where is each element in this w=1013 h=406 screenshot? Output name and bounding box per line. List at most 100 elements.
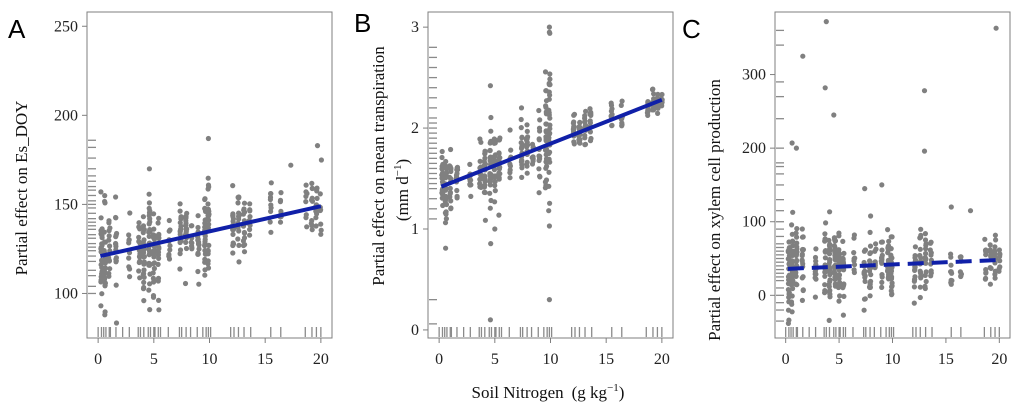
panel-a-data-point	[146, 233, 152, 239]
panel-a-data-point	[183, 220, 189, 226]
panel-a-data-point	[136, 224, 142, 230]
panel-b-data-point	[571, 119, 577, 125]
panel-a-data-point	[177, 229, 183, 235]
panel-a-data-point	[106, 233, 112, 239]
panel-a-data-point	[177, 208, 183, 214]
panel-a-data-point	[309, 185, 315, 191]
panel-b-data-point	[542, 69, 549, 75]
panel-b-fit-line	[440, 97, 663, 189]
panel-a-data-point	[177, 266, 183, 272]
panel-a-data-point	[155, 233, 161, 239]
panel-b-x-tick-label: 15	[598, 351, 614, 368]
panel-c-data-point	[861, 271, 867, 277]
x-label-close: )	[619, 383, 625, 402]
panel-b-data-point	[546, 81, 552, 88]
panel-b-data-point	[536, 107, 542, 114]
panel-c-data-point	[851, 256, 857, 262]
panel-c-data-point	[822, 236, 828, 242]
panel-a-data-point	[205, 265, 212, 271]
panel-b-data-point	[546, 135, 552, 141]
panel-c-data-point	[793, 259, 799, 265]
panel-c-data-point	[800, 287, 806, 294]
panel-a-data-point	[102, 282, 108, 288]
panel-a-data-point	[268, 208, 274, 214]
panel-a-data-point	[236, 228, 242, 234]
panel-a-data-point	[147, 208, 153, 214]
panel-a-data-point	[277, 219, 284, 225]
panel-b-rugs	[429, 46, 663, 337]
panel-a-data-point	[247, 207, 253, 213]
panel-a-data-point	[146, 213, 152, 219]
panel-b-data-point	[443, 187, 449, 193]
panel-a-data-point	[147, 307, 153, 313]
panel-c-letter: C	[682, 14, 701, 44]
panel-c-data-point	[867, 293, 873, 299]
panel-a-data-point	[167, 243, 173, 249]
panel-c-data-point	[836, 272, 843, 278]
panel-b-data-point	[519, 174, 525, 180]
panel-a-data-point	[102, 312, 108, 318]
panel-b-data-point	[487, 205, 493, 211]
panel-a-data-point	[140, 223, 147, 229]
panel-c-data-point	[851, 262, 858, 268]
panel-a-data-point	[156, 215, 162, 221]
panel-b-data-point	[487, 158, 493, 164]
panel-b-data-point	[546, 169, 552, 175]
panel-c-data-point	[832, 238, 838, 244]
panel-a-data-point	[102, 198, 108, 205]
panel-c-data-point	[987, 242, 993, 248]
panel-c-data-point	[800, 53, 806, 59]
panel-c-data-point	[912, 253, 918, 259]
panel-c-data-point	[889, 280, 895, 286]
panel-a-data-point	[240, 211, 246, 217]
panel-b-ylabel-unit-main: (mm d	[393, 176, 412, 221]
panel-a-data-point	[147, 229, 153, 235]
panel-b-data-point	[536, 166, 542, 172]
panel-a-data-point	[182, 280, 189, 287]
panel-b-data-point	[492, 182, 498, 189]
panel-a-data-point	[98, 215, 104, 221]
panel-b-data-point	[571, 111, 578, 117]
panel-b-y-tick-label: 2	[411, 120, 419, 137]
panel-b-data-point	[576, 137, 582, 143]
panel-a-data-point	[156, 246, 162, 252]
panel-a-data-point	[196, 281, 202, 287]
panel-c-data-point	[917, 246, 923, 252]
panel-a-data-point	[155, 261, 161, 267]
panel-c-data-point	[918, 273, 924, 279]
panel-b-data-point	[542, 147, 549, 153]
panel-a-data-point	[106, 258, 112, 264]
panel-c-data-point	[832, 281, 838, 287]
panel-c-data-point	[888, 252, 894, 258]
panel-b-data-point	[524, 163, 530, 169]
panel-a-data-point	[202, 272, 208, 278]
panel-b-data-point	[547, 159, 553, 165]
panel-c-data-point	[987, 281, 994, 287]
panel-c-ylabel: Partial effect on xylem cell production	[705, 79, 724, 341]
panel-c-data-point	[948, 204, 954, 210]
panel-c-data-point	[988, 254, 994, 260]
panel-b-data-point	[492, 174, 498, 180]
panel-a-data-point	[156, 255, 162, 261]
panel-a-ylabel-group: Partial effect on Es_DOY	[12, 101, 31, 276]
panel-a-data-point	[156, 307, 162, 313]
panel-b-data-point	[487, 83, 493, 89]
panel-b-data-point	[571, 139, 577, 145]
panel-c-data-point	[889, 292, 895, 298]
panel-b-data-point	[645, 108, 651, 114]
panel-c-data-point	[886, 238, 892, 244]
panel-b-fit	[440, 97, 663, 189]
panel-a-data-point	[247, 226, 253, 233]
panel-c-data-point	[983, 247, 989, 253]
panel-c-data-point	[836, 233, 842, 239]
panel-b-data-point	[482, 217, 488, 223]
panel-b-data-point	[519, 141, 525, 147]
panel-b-data-point	[454, 170, 460, 177]
panel-c-data-point	[832, 248, 838, 254]
panel-b-data-point	[496, 212, 502, 218]
panel-c-data-point	[996, 247, 1003, 253]
panel-a-data-point	[309, 218, 315, 224]
panel-c-data-point	[790, 285, 796, 292]
panel-c-data-point	[862, 247, 868, 253]
panel-a-data-point	[113, 214, 119, 221]
